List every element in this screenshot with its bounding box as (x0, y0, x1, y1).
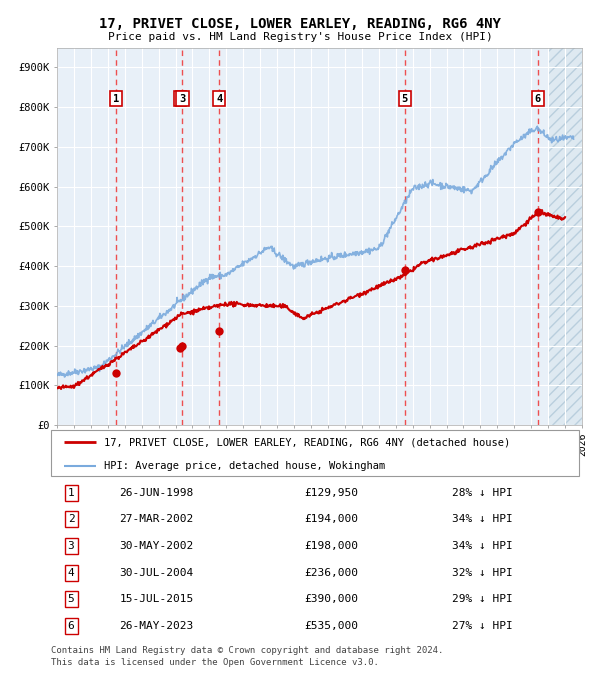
Text: 34% ↓ HPI: 34% ↓ HPI (452, 541, 513, 551)
Bar (548, 48, 590, 425)
Text: 3: 3 (68, 541, 74, 551)
Text: Price paid vs. HM Land Registry's House Price Index (HPI): Price paid vs. HM Land Registry's House … (107, 32, 493, 42)
Text: 6: 6 (535, 94, 541, 103)
FancyBboxPatch shape (51, 430, 579, 476)
Text: 4: 4 (68, 568, 74, 577)
Text: 26-MAY-2023: 26-MAY-2023 (119, 621, 194, 631)
Text: 4: 4 (216, 94, 223, 103)
Text: 3: 3 (179, 94, 185, 103)
Text: 17, PRIVET CLOSE, LOWER EARLEY, READING, RG6 4NY: 17, PRIVET CLOSE, LOWER EARLEY, READING,… (99, 17, 501, 31)
Text: HPI: Average price, detached house, Wokingham: HPI: Average price, detached house, Woki… (104, 461, 385, 471)
Text: 17, PRIVET CLOSE, LOWER EARLEY, READING, RG6 4NY (detached house): 17, PRIVET CLOSE, LOWER EARLEY, READING,… (104, 437, 510, 447)
Text: £390,000: £390,000 (304, 594, 358, 605)
Text: £198,000: £198,000 (304, 541, 358, 551)
Text: 27% ↓ HPI: 27% ↓ HPI (452, 621, 513, 631)
Text: 30-JUL-2004: 30-JUL-2004 (119, 568, 194, 577)
Text: 30-MAY-2002: 30-MAY-2002 (119, 541, 194, 551)
Text: 2: 2 (68, 514, 74, 524)
Text: 5: 5 (402, 94, 408, 103)
Text: 32% ↓ HPI: 32% ↓ HPI (452, 568, 513, 577)
Text: Contains HM Land Registry data © Crown copyright and database right 2024.: Contains HM Land Registry data © Crown c… (51, 646, 443, 655)
Text: £535,000: £535,000 (304, 621, 358, 631)
Text: 15-JUL-2015: 15-JUL-2015 (119, 594, 194, 605)
Text: 29% ↓ HPI: 29% ↓ HPI (452, 594, 513, 605)
Text: 6: 6 (68, 621, 74, 631)
Text: 26-JUN-1998: 26-JUN-1998 (119, 488, 194, 498)
Text: £194,000: £194,000 (304, 514, 358, 524)
Text: £236,000: £236,000 (304, 568, 358, 577)
Text: This data is licensed under the Open Government Licence v3.0.: This data is licensed under the Open Gov… (51, 658, 379, 666)
Text: 5: 5 (68, 594, 74, 605)
Text: 34% ↓ HPI: 34% ↓ HPI (452, 514, 513, 524)
Text: 1: 1 (68, 488, 74, 498)
Text: 2: 2 (176, 94, 183, 103)
Text: 28% ↓ HPI: 28% ↓ HPI (452, 488, 513, 498)
Text: £129,950: £129,950 (304, 488, 358, 498)
Text: 1: 1 (113, 94, 119, 103)
Text: 27-MAR-2002: 27-MAR-2002 (119, 514, 194, 524)
